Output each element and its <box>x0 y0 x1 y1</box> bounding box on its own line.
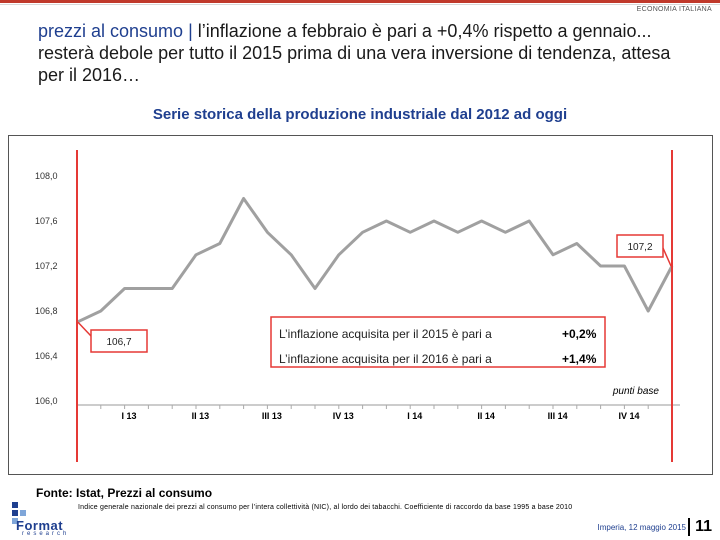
top-accent-bar <box>0 0 720 3</box>
x-tick-label: I 13 <box>121 411 136 421</box>
annotation-text: L’inflazione acquisita per il 2016 è par… <box>279 352 492 366</box>
x-tick-label: II 13 <box>192 411 210 421</box>
line-chart: 106,0 106,4 106,8 107,2 107,6 108,0 I 13 II 13 I… <box>35 150 680 462</box>
chart-title: Serie storica della produzione industria… <box>152 106 568 123</box>
x-tick-label: III 13 <box>262 411 282 421</box>
start-label-box <box>90 329 148 353</box>
title-rest: l’inflazione a febbraio è pari a +0,4% r… <box>38 21 671 85</box>
annotation-value: +0,2% <box>562 327 597 341</box>
top-divider <box>0 4 720 5</box>
format-research-logo-icon <box>12 502 26 524</box>
y-tick-label: 107,2 <box>35 261 58 271</box>
title-separator: | <box>183 21 198 41</box>
annotation-value: +1,4% <box>562 352 597 366</box>
y-tick-label: 107,6 <box>35 216 58 226</box>
x-tick-label: IV 13 <box>333 411 354 421</box>
logo-word: Format <box>16 518 64 533</box>
title-lead: prezzi al consumo <box>38 21 184 41</box>
end-connector <box>662 247 672 267</box>
unit-note: punti base <box>612 386 660 397</box>
start-connector <box>77 321 92 337</box>
end-label: 107,2 <box>627 242 652 253</box>
x-tick-label: II 14 <box>477 411 495 421</box>
x-tick-label: I 14 <box>407 411 422 421</box>
logo-subtitle: research <box>22 531 70 537</box>
end-label-box <box>616 234 664 258</box>
x-tick-label: IV 14 <box>618 411 639 421</box>
page-number: 11 <box>688 518 712 536</box>
page-title: prezzi al consumo | l’inflazione a febbr… <box>38 20 698 86</box>
place-date: Imperia, 12 maggio 2015 <box>597 523 687 532</box>
chart-frame: 106,0 106,4 106,8 107,2 107,6 108,0 I 13 II 13 I… <box>8 135 713 475</box>
section-label: ECONOMIA ITALIANA <box>636 6 712 13</box>
index-note: Indice generale nazionale dei prezzi al … <box>78 504 573 511</box>
source-label: Fonte: Istat, Prezzi al consumo <box>36 486 213 500</box>
y-tick-label: 106,8 <box>35 306 58 316</box>
annotation-text: L’inflazione acquisita per il 2015 è par… <box>279 327 492 341</box>
y-tick-label: 108,0 <box>35 171 58 181</box>
y-tick-label: 106,0 <box>35 396 58 406</box>
series-line <box>76 197 674 324</box>
start-label: 106,7 <box>106 337 131 348</box>
annotation-box <box>270 316 606 368</box>
y-tick-label: 106,4 <box>35 351 58 361</box>
x-tick-label: III 14 <box>548 411 568 421</box>
